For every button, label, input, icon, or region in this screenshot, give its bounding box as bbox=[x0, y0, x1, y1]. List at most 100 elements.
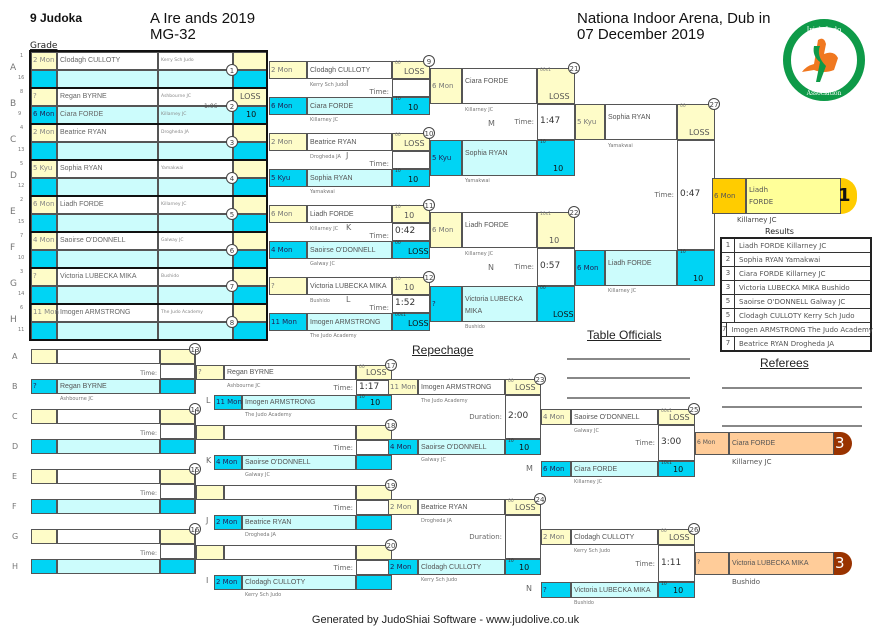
grade-cell bbox=[214, 455, 242, 470]
grade-cell bbox=[214, 575, 242, 590]
score-code: 10 bbox=[359, 395, 365, 400]
grade-cell bbox=[269, 205, 307, 223]
repechage-letter: A bbox=[12, 352, 18, 361]
grade-cell bbox=[269, 277, 307, 295]
match-number-badge: 10 bbox=[423, 127, 435, 139]
official-signature-line bbox=[567, 358, 690, 360]
competitor-club: Kerry Sch Judo bbox=[245, 592, 282, 598]
connector-line bbox=[574, 68, 575, 176]
pool-letter: A bbox=[10, 63, 17, 73]
results-row: 3 Victoria LUBECKA MIKA Bushido bbox=[722, 281, 870, 295]
pool-letter: E bbox=[10, 207, 16, 217]
match-number-badge: 3 bbox=[226, 136, 238, 148]
name-cell bbox=[224, 365, 356, 380]
grade-cell bbox=[541, 529, 571, 545]
time-cell bbox=[392, 151, 430, 169]
match-number-badge: 11 bbox=[423, 199, 435, 211]
results-title: Results bbox=[765, 227, 794, 236]
score-cell bbox=[160, 409, 195, 424]
competitor-name: Clodagh CULLOTY bbox=[310, 66, 371, 74]
match-number-badge: 5 bbox=[226, 208, 238, 220]
result-name: Liadh FORDE Killarney JC bbox=[739, 241, 827, 250]
time-label: Time: bbox=[333, 443, 354, 452]
match-letter: J bbox=[206, 516, 209, 525]
competitor-club: Yamakwai bbox=[608, 143, 633, 149]
pool-letter: H bbox=[10, 315, 17, 325]
match-letter: M bbox=[526, 464, 533, 473]
score-cell bbox=[356, 455, 392, 470]
score-code: 00 bbox=[395, 241, 401, 246]
competitor-name: Sophia RYAN bbox=[608, 114, 651, 121]
pool-letter: D bbox=[10, 171, 17, 181]
competitor-name: Saoirse O'DONNELL bbox=[421, 443, 487, 451]
grade-cell bbox=[31, 439, 57, 454]
competitor-club: Bushido bbox=[310, 298, 330, 304]
score-code: 00 bbox=[395, 61, 401, 66]
row-divider bbox=[29, 267, 268, 269]
name-cell bbox=[224, 545, 356, 560]
competitor-club: The Judo Academy bbox=[421, 398, 468, 404]
competitor-club: Drogheda JA bbox=[310, 154, 341, 160]
name-cell bbox=[57, 409, 160, 424]
seed-number: 3 bbox=[20, 269, 24, 275]
time-cell bbox=[356, 500, 392, 515]
competitor-name: Regan BYRNE bbox=[227, 369, 274, 376]
grade-cell bbox=[541, 461, 571, 477]
match-time: 1:17 bbox=[359, 381, 380, 392]
connector-line bbox=[429, 277, 430, 331]
bronze-place: 3 bbox=[835, 554, 845, 572]
bronze-name: Victoria LUBECKA MIKA bbox=[732, 560, 809, 567]
competitor-name: Saoirse O'DONNELL bbox=[574, 413, 640, 421]
score-cell bbox=[505, 439, 541, 455]
competitor-club: Ashbourne JC bbox=[161, 94, 192, 99]
competitor-club: Kerry Sch Judo bbox=[574, 548, 611, 554]
competitor-grade: 6 Mon bbox=[271, 209, 293, 218]
competitor-grade: 6 Mon bbox=[33, 110, 55, 118]
competitor-club: Yamakwai bbox=[310, 189, 335, 195]
connector-line bbox=[195, 469, 196, 514]
grade-cell bbox=[575, 104, 605, 140]
repechage-letter: E bbox=[12, 472, 18, 481]
score: 10 bbox=[408, 103, 419, 112]
name-cell bbox=[418, 379, 505, 395]
score: 10 bbox=[404, 211, 415, 220]
score-code: 10s1 bbox=[540, 212, 551, 217]
row-divider bbox=[29, 195, 268, 197]
competitor-grade: ? bbox=[33, 382, 37, 390]
result-name: Saoirse O'DONNELL Galway JC bbox=[739, 297, 846, 306]
name-cell bbox=[242, 575, 356, 590]
match-letter: I bbox=[346, 79, 349, 88]
result-place: 7 bbox=[722, 323, 728, 336]
competitor-name: Regan BYRNE bbox=[60, 93, 107, 100]
score-cell bbox=[356, 515, 392, 530]
grade-cell bbox=[430, 140, 462, 176]
competitor-grade: 5 Kyu bbox=[33, 164, 53, 172]
competitor-name: Clodagh CULLOTY bbox=[574, 533, 635, 541]
competitor-name: Clodagh CULLOTY bbox=[60, 57, 121, 64]
time-label: Time: bbox=[369, 160, 390, 168]
seed-number: 11 bbox=[18, 327, 25, 333]
score-code: 10 bbox=[508, 559, 514, 564]
bronze-grade-cell bbox=[695, 552, 729, 575]
score-code: 10 bbox=[395, 169, 401, 174]
time-label: Time: bbox=[514, 118, 535, 126]
seed-number: 6 bbox=[20, 305, 24, 311]
results-table: 1 Liadh FORDE Killarney JC 2 Sophia RYAN Ya… bbox=[720, 237, 873, 352]
match-letter: L bbox=[346, 295, 351, 304]
match-number-badge: 22 bbox=[568, 206, 580, 218]
score-code: 00 bbox=[359, 365, 365, 370]
match-time: 1:52 bbox=[395, 298, 416, 308]
competitor-club: Ashbourne JC bbox=[60, 396, 94, 402]
match-time: 0:57 bbox=[540, 261, 561, 271]
competitor-name: Victoria LUBECKA MIKA bbox=[310, 282, 387, 290]
name-cell bbox=[307, 205, 392, 223]
score: 10 bbox=[693, 274, 704, 283]
time-label: Time: bbox=[635, 559, 656, 568]
match-time: 3:00 bbox=[661, 437, 682, 447]
score-code: 10s1 bbox=[661, 461, 672, 466]
competitor-club: Yamakwai bbox=[465, 178, 490, 184]
row-divider bbox=[29, 303, 268, 305]
name-cell bbox=[571, 461, 658, 477]
competitor-club: Killarney JC bbox=[310, 226, 339, 232]
time-label: Duration: bbox=[469, 413, 502, 421]
